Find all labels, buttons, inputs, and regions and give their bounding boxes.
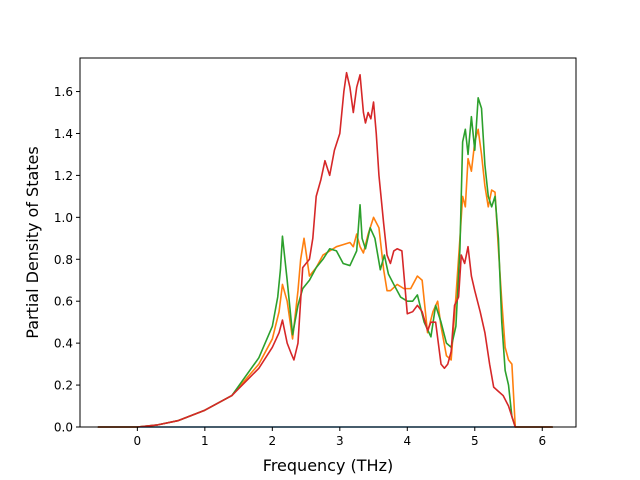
plot-frame xyxy=(79,57,577,428)
x-tick-label: 2 xyxy=(269,434,277,448)
y-tick-label: 1.6 xyxy=(54,85,73,99)
x-tick-label: 3 xyxy=(336,434,344,448)
x-tick-label: 0 xyxy=(134,434,142,448)
y-axis-label: Partial Density of States xyxy=(23,146,42,338)
y-axis-ticks: 0.0 0.2 0.4 0.6 0.8 1.0 1.2 1.4 1.6 xyxy=(54,85,80,435)
y-tick-label: 1.4 xyxy=(54,127,73,141)
x-tick-label: 5 xyxy=(471,434,479,448)
x-axis-label: Frequency (THz) xyxy=(263,456,393,475)
series-2-line xyxy=(97,97,554,428)
y-tick-label: 0.6 xyxy=(54,295,73,309)
x-tick-label: 6 xyxy=(538,434,546,448)
x-tick-label: 4 xyxy=(403,434,411,448)
y-tick-label: 1.2 xyxy=(54,169,73,183)
x-tick-label: 1 xyxy=(201,434,209,448)
y-tick-label: 1.0 xyxy=(54,211,73,225)
series-3-line xyxy=(97,71,554,428)
y-tick-label: 0.0 xyxy=(54,421,73,435)
x-axis-ticks: 0 1 2 3 4 5 6 xyxy=(134,427,546,448)
y-tick-label: 0.2 xyxy=(54,379,73,393)
y-tick-label: 0.8 xyxy=(54,253,73,267)
series-1-line xyxy=(97,128,554,428)
y-tick-label: 0.4 xyxy=(54,337,73,351)
